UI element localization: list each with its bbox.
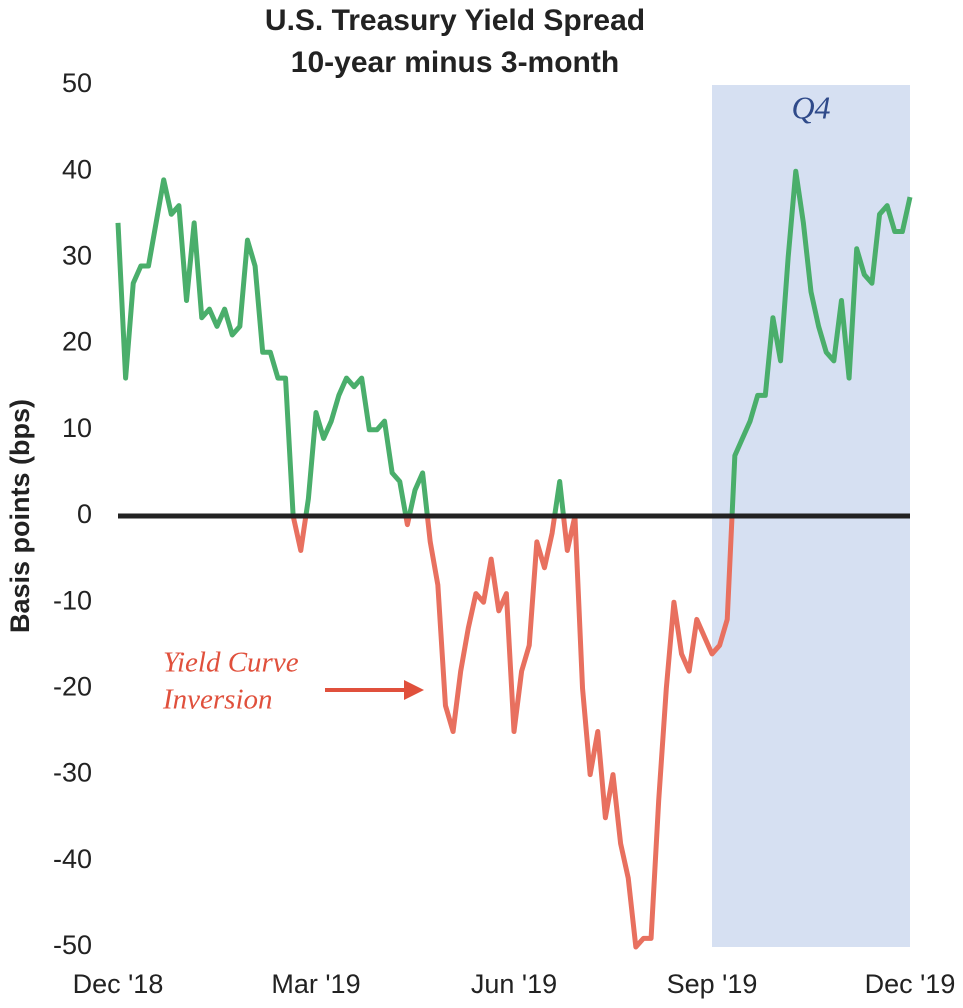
y-tick-label: 0	[77, 499, 92, 529]
y-tick-label: -20	[53, 672, 92, 702]
x-tick-label: Sep '19	[667, 969, 758, 999]
x-tick-label: Dec '19	[865, 969, 956, 999]
y-tick-label: 30	[62, 241, 92, 271]
y-tick-label: -50	[53, 930, 92, 960]
y-tick-label: 50	[62, 68, 92, 98]
annotation-text: Yield Curve	[163, 647, 299, 679]
region-label: Q4	[791, 89, 830, 125]
y-tick-label: -40	[53, 844, 92, 874]
y-tick-label: -30	[53, 758, 92, 788]
x-tick-label: Dec '18	[73, 969, 164, 999]
y-tick-label: 10	[62, 413, 92, 443]
spread-line	[115, 168, 913, 950]
chart-title: U.S. Treasury Yield Spread	[265, 4, 645, 37]
annotation-text: Inversion	[162, 684, 273, 716]
y-tick-label: 20	[62, 327, 92, 357]
y-tick-label: 40	[62, 154, 92, 184]
annotation-arrowhead	[404, 680, 424, 700]
y-axis-label: Basis points (bps)	[5, 399, 35, 633]
x-tick-label: Mar '19	[271, 969, 360, 999]
chart-subtitle: 10-year minus 3-month	[291, 46, 619, 79]
y-tick-label: -10	[53, 585, 92, 615]
x-tick-label: Jun '19	[471, 969, 557, 999]
